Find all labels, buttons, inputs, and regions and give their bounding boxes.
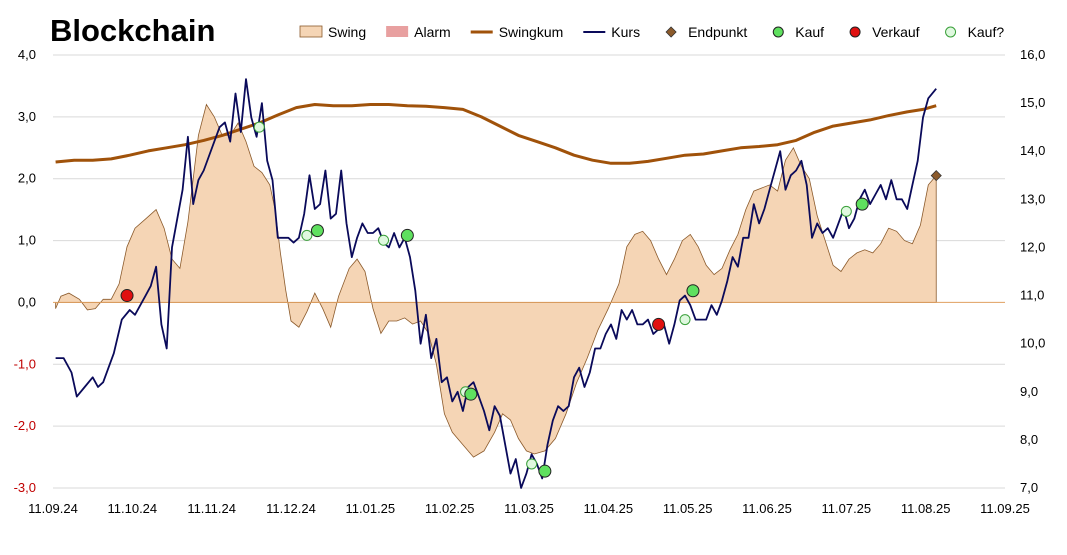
x-tick-label: 11.03.25 (504, 501, 554, 516)
x-tick-label: 11.11.24 (187, 501, 236, 516)
legend: Swing Alarm Swingkum Kurs Endpunkt Kauf Verkau… (299, 24, 1005, 40)
kurs-line (55, 78, 937, 489)
endpunkt-marker (930, 170, 942, 182)
x-tick-label: 11.05.25 (663, 501, 713, 516)
kauf-marker (310, 224, 324, 238)
legend-label: Verkauf (872, 24, 920, 40)
x-tick-label: 11.09.24 (28, 501, 78, 516)
kauf-q-marker (526, 458, 538, 470)
legend-label: Kauf (795, 24, 824, 40)
x-tick-label: 11.07.25 (822, 501, 872, 516)
kauf-q-marker (378, 234, 390, 246)
y-right-axis: 7,0 8,0 9,0 10,0 11,0 12,0 13,0 14,0 15,0 16,0 (1020, 47, 1045, 495)
y-right-tick-label: 8,0 (1020, 432, 1038, 447)
swing-series (55, 103, 937, 458)
y-right-tick-label: 12,0 (1020, 239, 1045, 254)
x-tick-label: 11.01.25 (346, 501, 396, 516)
y-left-tick-label: 2,0 (18, 171, 36, 186)
legend-item: Verkauf (849, 24, 920, 40)
legend-label: Swingkum (499, 24, 564, 40)
legend-label: Alarm (414, 24, 451, 40)
y-right-tick-label: 13,0 (1020, 191, 1045, 206)
y-right-tick-label: 16,0 (1020, 47, 1045, 62)
x-tick-label: 11.12.24 (266, 501, 316, 516)
legend-swatch-alarm (386, 26, 409, 37)
y-right-tick-label: 9,0 (1020, 384, 1038, 399)
legend-item: Kurs (583, 24, 640, 40)
x-tick-label: 11.10.24 (108, 501, 158, 516)
x-axis: 11.09.24 11.10.24 11.11.24 11.12.24 11.01.25… (28, 501, 1030, 516)
legend-item: Alarm (386, 24, 451, 40)
legend-swatch-swing (299, 25, 323, 38)
y-right-tick-label: 11,0 (1020, 288, 1044, 303)
legend-swatch-kauf (772, 26, 784, 38)
legend-swatch-verkauf (849, 26, 861, 38)
y-right-tick-label: 14,0 (1020, 143, 1045, 158)
legend-item: Endpunkt (665, 24, 747, 40)
legend-swatch-endpunkt (665, 26, 677, 38)
verkauf-marker (652, 317, 666, 331)
kauf-q-marker (679, 314, 691, 326)
kurs-series (55, 78, 937, 489)
kauf-q-marker (840, 205, 852, 217)
kauf-marker (686, 284, 700, 298)
y-left-tick-label: -2,0 (14, 418, 36, 433)
y-right-tick-label: 10,0 (1020, 336, 1045, 351)
chart-title: Blockchain (50, 13, 215, 48)
kauf-marker (538, 464, 552, 478)
x-tick-label: 11.08.25 (901, 501, 951, 516)
y-left-tick-label: 4,0 (18, 47, 36, 62)
x-tick-label: 11.09.25 (980, 501, 1030, 516)
legend-label: Kurs (611, 24, 640, 40)
y-left-tick-label: -3,0 (14, 480, 36, 495)
kauf-marker (464, 387, 478, 401)
kauf-marker (855, 197, 869, 211)
y-left-tick-label: 3,0 (18, 109, 36, 124)
swingkum-line (55, 103, 937, 165)
legend-label: Endpunkt (688, 24, 747, 40)
legend-swatch-kauf-q (945, 26, 957, 38)
kauf-marker (400, 228, 414, 242)
legend-item: Kauf (772, 24, 824, 40)
x-tick-label: 11.06.25 (742, 501, 792, 516)
kauf-q-marker (253, 121, 265, 133)
y-right-tick-label: 15,0 (1020, 95, 1045, 110)
y-left-tick-label: 1,0 (18, 233, 36, 248)
swing-area (55, 103, 937, 458)
x-tick-label: 11.04.25 (584, 501, 634, 516)
verkauf-marker (120, 289, 134, 303)
y-left-tick-label: -1,0 (14, 356, 36, 371)
swingkum-series (55, 103, 937, 165)
legend-item: Kauf? (945, 24, 1005, 40)
y-left-tick-label: 0,0 (18, 294, 36, 309)
x-tick-label: 11.02.25 (425, 501, 475, 516)
legend-item: Swingkum (470, 24, 564, 40)
y-left-axis: -3,0 -2,0 -1,0 0,0 1,0 2,0 3,0 4,0 (14, 47, 36, 495)
legend-item: Swing (299, 24, 366, 40)
legend-label: Swing (328, 24, 366, 40)
signal-markers (120, 121, 942, 478)
kauf-q-marker (301, 229, 313, 241)
legend-label: Kauf? (968, 24, 1005, 40)
y-right-tick-label: 7,0 (1020, 480, 1038, 495)
